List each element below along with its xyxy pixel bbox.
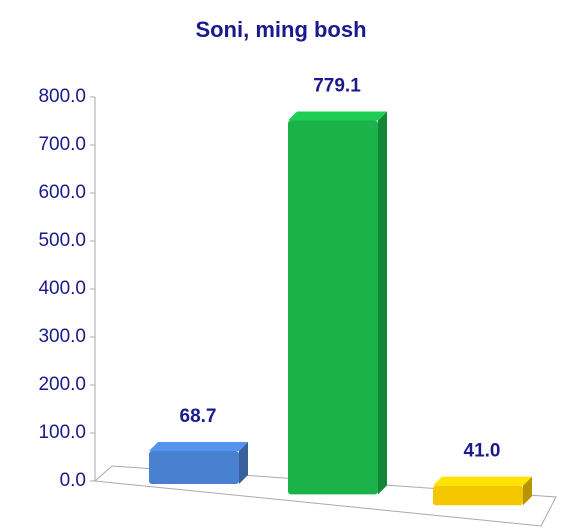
bar [149, 451, 239, 484]
bar-side [523, 476, 532, 506]
bar-top [149, 442, 248, 452]
bar-top [433, 476, 532, 486]
bar-top [288, 111, 387, 121]
value-label: 41.0 [464, 441, 501, 462]
y-tick-label: 400.0 [38, 278, 86, 299]
bar [433, 485, 523, 506]
value-label: 68.7 [180, 406, 217, 427]
y-tick-label: 800.0 [38, 86, 86, 107]
value-label: 779.1 [313, 75, 361, 96]
y-tick-label: 100.0 [38, 422, 86, 443]
y-tick-label: 300.0 [38, 326, 86, 347]
bar [288, 120, 378, 495]
chart-title: Soni, ming bosh [195, 17, 366, 42]
y-tick-label: 200.0 [38, 374, 86, 395]
y-tick-label: 0.0 [60, 470, 86, 491]
bar-side [378, 111, 387, 495]
y-tick-label: 500.0 [38, 230, 86, 251]
bar-side [239, 442, 248, 484]
y-tick-label: 600.0 [38, 182, 86, 203]
y-tick-label: 700.0 [38, 134, 86, 155]
